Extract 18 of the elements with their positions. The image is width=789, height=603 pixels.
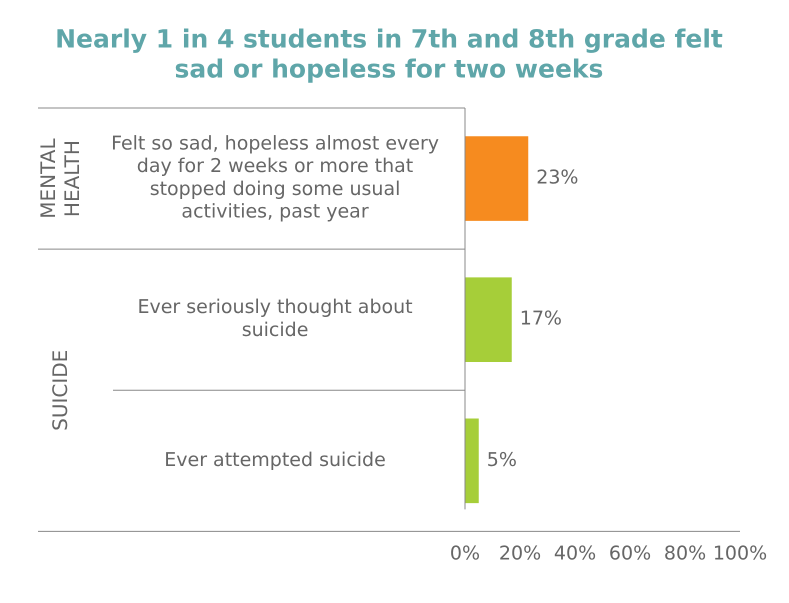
x-tick-label: 100% xyxy=(712,542,768,565)
y-tick-label: Felt so sad, hopeless almost every day for 2 weeks or more that stopped doing some usual activities, past year xyxy=(111,132,439,223)
x-tick-label: 40% xyxy=(554,542,596,565)
text: SUICIDE xyxy=(48,350,72,431)
chart-title: Nearly 1 in 4 students in 7th and 8th grade felt sad or hopeless for two weeks xyxy=(55,24,723,84)
y-tick-label: Ever seriously thought about suicide xyxy=(137,296,413,342)
bar xyxy=(465,418,479,504)
bar xyxy=(465,136,528,221)
bar xyxy=(465,277,512,362)
data-label: 5% xyxy=(486,448,517,471)
x-tick-label: 0% xyxy=(450,542,480,565)
x-tick-label: 60% xyxy=(608,542,652,565)
data-label: 17% xyxy=(520,308,562,330)
text: MENTAL HEALTH xyxy=(36,138,84,219)
x-tick-label: 80% xyxy=(664,542,706,565)
x-tick-label: 20% xyxy=(498,542,542,565)
y-tick-label: Ever attempted suicide xyxy=(164,448,386,471)
data-label: 23% xyxy=(536,166,578,189)
